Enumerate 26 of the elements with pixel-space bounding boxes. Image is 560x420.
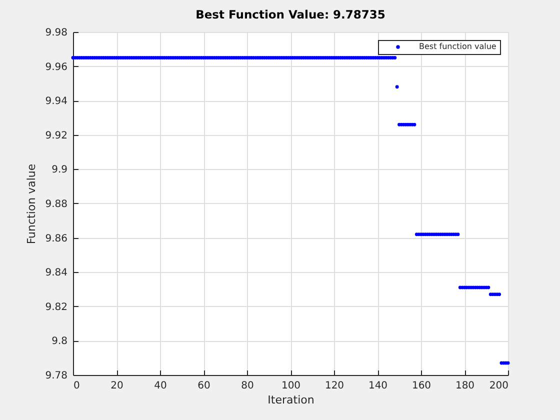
- x-tick-label: 140: [368, 380, 388, 392]
- y-tick-label: 9.98: [45, 28, 68, 38]
- x-tick-label: 20: [110, 380, 124, 392]
- y-tick-label: 9.86: [45, 233, 68, 244]
- x-tick-label: 80: [241, 380, 254, 392]
- y-tick-label: 9.84: [45, 268, 68, 279]
- y-tick-label: 9.82: [45, 302, 68, 313]
- x-tick-label: 60: [198, 380, 210, 392]
- x-tick-label: 0: [74, 380, 80, 392]
- x-tick-label: 160: [412, 380, 432, 392]
- y-tick-label: 9.88: [45, 199, 68, 210]
- x-tick-label: 180: [455, 380, 475, 392]
- legend-label: Best function value: [419, 42, 496, 51]
- chart-title: Best Function Value: 9.78735: [196, 8, 386, 22]
- x-tick-label: 100: [281, 380, 301, 392]
- y-tick-label: 9.96: [45, 62, 68, 73]
- y-tick-label: 9.78: [45, 370, 68, 382]
- x-tick-label: 120: [324, 380, 344, 392]
- y-tick-label: 9.9: [52, 164, 68, 176]
- y-tick-label: 9.8: [52, 336, 68, 348]
- x-tick-label: 40: [154, 380, 167, 392]
- x-axis-title: Iteration: [268, 394, 314, 406]
- y-tick-label: 9.92: [45, 130, 68, 142]
- y-tick-label: 9.94: [45, 96, 68, 108]
- x-tick-label: 200: [489, 380, 508, 392]
- y-axis-title: Function value: [25, 164, 38, 244]
